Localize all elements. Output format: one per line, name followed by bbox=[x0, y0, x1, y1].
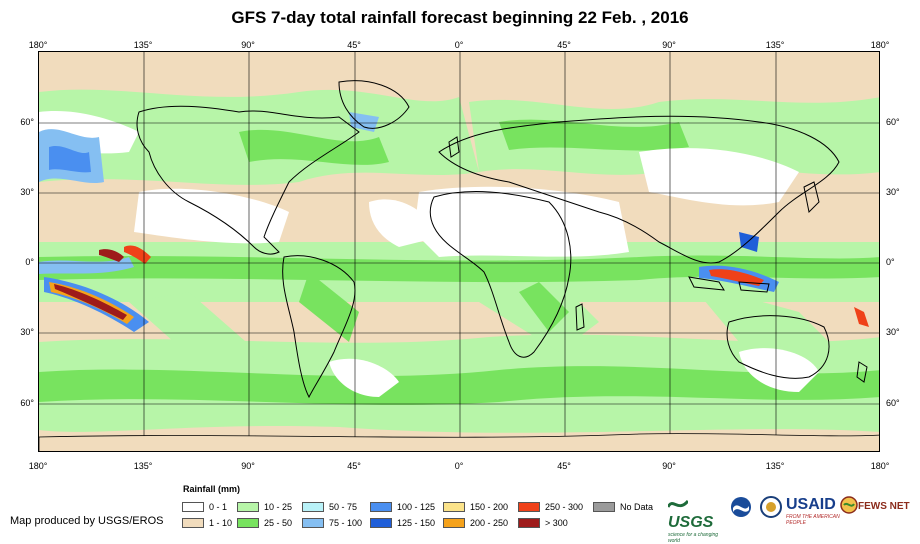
lon-tick-top: 0° bbox=[454, 40, 464, 50]
legend-item: 100 - 125 bbox=[370, 501, 435, 513]
lon-tick-bottom: 45° bbox=[557, 461, 571, 471]
legend-item: 125 - 150 bbox=[370, 517, 435, 529]
lat-tick-left: 0° bbox=[25, 257, 34, 267]
lat-tick-right: 60° bbox=[886, 117, 900, 127]
lon-tick-top: 90° bbox=[241, 40, 255, 50]
legend-swatch bbox=[443, 517, 465, 528]
legend-swatch bbox=[237, 517, 259, 528]
legend-item: 75 - 100 bbox=[302, 517, 362, 529]
heavy-rain bbox=[39, 112, 869, 332]
coastlines bbox=[136, 80, 868, 399]
dry-region-0-1 bbox=[39, 111, 819, 397]
legend-item: 0 - 1 bbox=[182, 501, 227, 513]
legend-swatch bbox=[182, 501, 204, 512]
lon-tick-bottom: 135° bbox=[765, 461, 785, 471]
rainfall-map bbox=[38, 51, 880, 452]
noaa-logo bbox=[730, 496, 754, 530]
lon-tick-top: 45° bbox=[347, 40, 361, 50]
lat-tick-right: 30° bbox=[886, 327, 900, 337]
lon-tick-top: 180° bbox=[870, 40, 890, 50]
legend-swatch bbox=[302, 501, 324, 512]
lon-tick-bottom: 135° bbox=[133, 461, 153, 471]
antarctica-coast bbox=[39, 433, 879, 451]
lon-tick-top: 135° bbox=[133, 40, 153, 50]
legend-swatch bbox=[302, 517, 324, 528]
usgs-logo: USGS science for a changing world bbox=[666, 496, 728, 544]
map-title: GFS 7-day total rainfall forecast beginn… bbox=[231, 8, 689, 27]
legend-item: > 300 bbox=[518, 517, 568, 529]
fews-net-logo: FEWS NET bbox=[840, 496, 920, 530]
lat-tick-left: 30° bbox=[20, 327, 34, 337]
legend-swatch bbox=[370, 501, 392, 512]
lat-tick-left: 60° bbox=[20, 398, 34, 408]
legend-title: Rainfall (mm) bbox=[183, 484, 241, 494]
lat-tick-left: 60° bbox=[20, 117, 34, 127]
usaid-logo: USAID FROM THE AMERICAN PEOPLE bbox=[786, 496, 840, 526]
legend-item: 1 - 10 bbox=[182, 517, 232, 529]
lon-tick-bottom: 90° bbox=[241, 461, 255, 471]
fews-globe-icon bbox=[840, 496, 858, 514]
lat-tick-right: 30° bbox=[886, 187, 900, 197]
lon-tick-bottom: 90° bbox=[662, 461, 676, 471]
lon-tick-bottom: 0° bbox=[454, 461, 464, 471]
legend-item: 10 - 25 bbox=[237, 501, 292, 513]
legend-item: 50 - 75 bbox=[302, 501, 357, 513]
noaa-emblem-icon bbox=[731, 497, 751, 517]
lat-tick-right: 60° bbox=[886, 398, 900, 408]
seal-emblem-icon bbox=[760, 496, 782, 518]
lon-tick-top: 180° bbox=[28, 40, 48, 50]
legend-item: 200 - 250 bbox=[443, 517, 508, 529]
legend-item: 250 - 300 bbox=[518, 501, 583, 513]
legend-swatch bbox=[518, 501, 540, 512]
lon-tick-top: 45° bbox=[557, 40, 571, 50]
legend-item: 25 - 50 bbox=[237, 517, 292, 529]
legend-item: No Data bbox=[593, 501, 653, 513]
legend-swatch bbox=[443, 501, 465, 512]
graticule bbox=[39, 52, 879, 451]
lat-tick-right: 0° bbox=[886, 257, 895, 267]
lon-tick-bottom: 180° bbox=[870, 461, 890, 471]
lon-tick-bottom: 180° bbox=[28, 461, 48, 471]
legend-swatch bbox=[370, 517, 392, 528]
credit-text: Map produced by USGS/EROS bbox=[10, 515, 164, 527]
usgs-wave-icon bbox=[666, 499, 690, 508]
legend-swatch bbox=[593, 501, 615, 512]
legend-swatch bbox=[237, 501, 259, 512]
lat-tick-left: 30° bbox=[20, 187, 34, 197]
legend-swatch bbox=[182, 517, 204, 528]
dhs-seal bbox=[760, 496, 784, 530]
legend-swatch bbox=[518, 517, 540, 528]
rainfall-map-graphic bbox=[39, 52, 879, 451]
lon-tick-top: 135° bbox=[765, 40, 785, 50]
legend-item: 150 - 200 bbox=[443, 501, 508, 513]
lon-tick-bottom: 45° bbox=[347, 461, 361, 471]
lon-tick-top: 90° bbox=[662, 40, 676, 50]
